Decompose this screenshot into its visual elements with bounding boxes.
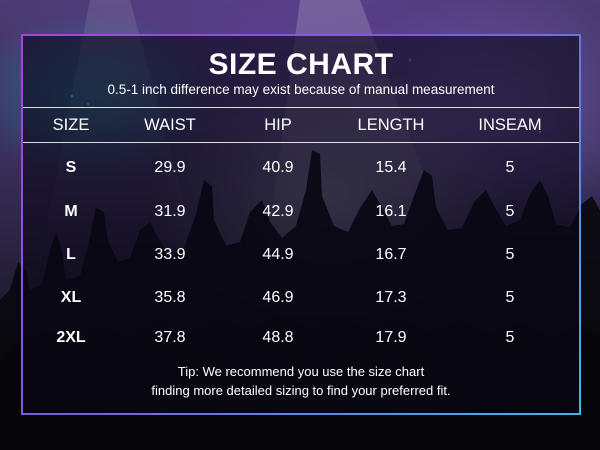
fit-tip-line-2: finding more detailed sizing to find you… [151, 383, 451, 398]
inseam-cell: 5 [505, 203, 515, 220]
length-cell: 15.4 [375, 159, 407, 176]
inseam-cell: 5 [505, 289, 515, 306]
table-row: M 31.9 42.9 16.1 5 [23, 197, 579, 227]
inseam-cell: 5 [505, 329, 515, 346]
hip-cell: 42.9 [262, 203, 294, 220]
hip-cell: 48.8 [262, 329, 294, 346]
header-top-divider [23, 107, 579, 108]
waist-cell: 37.8 [154, 329, 186, 346]
size-cell: S [65, 159, 77, 176]
column-header-hip: HIP [264, 116, 292, 134]
measurement-note: 0.5-1 inch difference may exist because … [107, 82, 495, 97]
length-cell: 17.9 [375, 329, 407, 346]
column-header-inseam: INSEAM [478, 116, 542, 134]
header-bottom-divider [23, 142, 579, 143]
waist-cell: 31.9 [154, 203, 186, 220]
column-header-size: SIZE [52, 116, 90, 134]
size-chart-card: SIZE CHART 0.5-1 inch difference may exi… [21, 34, 581, 415]
waist-cell: 33.9 [154, 246, 186, 263]
table-row: 2XL 37.8 48.8 17.9 5 [23, 323, 579, 353]
size-cell: M [64, 203, 78, 220]
table-row: S 29.9 40.9 15.4 5 [23, 153, 579, 183]
length-cell: 16.7 [375, 246, 407, 263]
fit-tip-line-1: Tip: We recommend you use the size chart [177, 364, 425, 379]
hip-cell: 46.9 [262, 289, 294, 306]
size-cell: L [66, 246, 76, 263]
chart-title: SIZE CHART [208, 48, 394, 81]
waist-cell: 29.9 [154, 159, 186, 176]
hip-cell: 44.9 [262, 246, 294, 263]
length-cell: 16.1 [375, 203, 407, 220]
size-cell: 2XL [56, 329, 86, 346]
size-cell: XL [60, 289, 82, 306]
length-cell: 17.3 [375, 289, 407, 306]
table-row: L 33.9 44.9 16.7 5 [23, 240, 579, 270]
inseam-cell: 5 [505, 159, 515, 176]
hip-cell: 40.9 [262, 159, 294, 176]
column-header-length: LENGTH [357, 116, 425, 134]
inseam-cell: 5 [505, 246, 515, 263]
column-header-waist: WAIST [144, 116, 196, 134]
table-header-row: SIZE WAIST HIP LENGTH INSEAM [23, 110, 579, 140]
table-row: XL 35.8 46.9 17.3 5 [23, 283, 579, 313]
waist-cell: 35.8 [154, 289, 186, 306]
